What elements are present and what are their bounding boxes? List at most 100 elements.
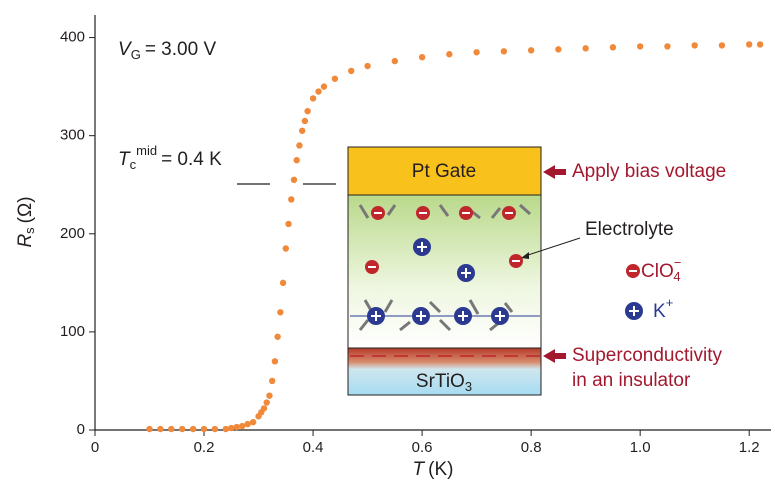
text: K [653, 301, 666, 322]
y-tick-label: 300 [60, 127, 85, 144]
subscript: s [22, 227, 37, 234]
data-point [555, 46, 562, 53]
x-tick-label: 0 [91, 439, 99, 456]
data-point [473, 49, 480, 56]
data-point [249, 418, 257, 426]
data-point [268, 377, 276, 385]
data-point [189, 425, 197, 433]
subscript: 4 [673, 269, 680, 284]
data-point [279, 279, 287, 287]
x-tick-label: 0.8 [521, 439, 542, 456]
data-point [211, 425, 219, 433]
data-point [238, 422, 246, 430]
unit: (Ω) [15, 196, 36, 223]
text: SrTiO [416, 371, 465, 392]
molecule [518, 203, 532, 216]
data-point [636, 43, 644, 50]
symbol: R [15, 234, 36, 248]
symbol: T [413, 459, 426, 480]
molecule [468, 299, 480, 315]
data-point [146, 425, 153, 433]
data-points [146, 41, 764, 433]
cation-sign [371, 311, 381, 321]
molecule [438, 204, 450, 217]
gate-voltage-label: VG = 3.00 V [118, 39, 216, 62]
superscript: mid [136, 143, 157, 158]
data-point [244, 420, 251, 428]
data-point [364, 62, 371, 70]
subscript: 3 [465, 379, 472, 394]
data-point [320, 83, 328, 90]
symbol: V [118, 39, 133, 60]
data-point [228, 424, 235, 432]
data-point [756, 41, 764, 48]
cation-sign [495, 311, 505, 321]
tc-label: Tcmid = 0.4 K [118, 143, 222, 172]
subscript: c [130, 157, 137, 172]
data-point [418, 53, 426, 61]
pointer [524, 237, 581, 257]
data-point [391, 57, 399, 65]
molecule [438, 318, 452, 332]
gate-label: Pt Gate [412, 161, 476, 182]
data-point [609, 44, 617, 51]
data-point [274, 333, 281, 340]
data-point [157, 425, 164, 433]
cation-sign [417, 242, 427, 252]
data-point [263, 399, 270, 406]
molecule [386, 204, 397, 216]
data-point [285, 220, 292, 228]
data-point [179, 425, 186, 433]
x-tick-label: 0.4 [303, 439, 324, 456]
data-point [168, 425, 175, 433]
ions [358, 203, 643, 332]
cation-sign [629, 306, 639, 316]
data-point [664, 43, 671, 50]
data-point [277, 309, 284, 316]
cation-sign [416, 311, 426, 321]
data-point [315, 88, 322, 95]
sc-label: Superconductivity [572, 345, 722, 366]
data-point [271, 358, 279, 365]
data-point [527, 47, 535, 54]
molecule [503, 302, 514, 313]
molecule [358, 319, 370, 331]
data-point [260, 405, 268, 412]
y-tick-label: 100 [60, 323, 85, 340]
axes: 0 100 200 300 400 0 0.2 0.4 0.6 0.8 1.0 1.2 [60, 15, 771, 456]
x-axis-label: T (K) [413, 459, 454, 480]
x-tick-label: 1.0 [630, 439, 651, 456]
molecule [428, 300, 442, 314]
substrate-label: SrTiO3 [416, 371, 472, 394]
pointer-head [521, 252, 529, 259]
molecule [383, 299, 394, 313]
text: = 0.4 K [161, 149, 222, 170]
data-point [446, 51, 453, 58]
data-point [296, 142, 303, 149]
anion-label: ClO− 4 [641, 255, 681, 284]
subscript: G [131, 47, 141, 62]
superscript: − [674, 255, 682, 270]
inset: Pt Gate SrTiO3 Electrolyte ClO− 4 K+ Appl… [347, 146, 726, 396]
data-point [222, 425, 230, 433]
symbol: T [118, 149, 131, 170]
data-point [718, 42, 726, 49]
x-tick-label: 1.2 [739, 439, 760, 456]
sc-label: in an insulator [572, 370, 691, 391]
data-point [309, 95, 317, 102]
data-point [301, 117, 309, 125]
cation-sign [458, 311, 468, 321]
bias-arrow [543, 165, 566, 179]
superscript: + [666, 295, 674, 310]
data-point [348, 67, 355, 75]
data-point [290, 176, 298, 184]
data-point [266, 392, 273, 399]
bias-label: Apply bias voltage [572, 161, 726, 182]
y-tick-label: 400 [60, 29, 85, 46]
molecule [358, 204, 370, 219]
molecule [490, 207, 502, 219]
cation-sign [461, 268, 471, 278]
sc-arrow [543, 349, 566, 363]
x-tick-label: 0.2 [194, 439, 215, 456]
